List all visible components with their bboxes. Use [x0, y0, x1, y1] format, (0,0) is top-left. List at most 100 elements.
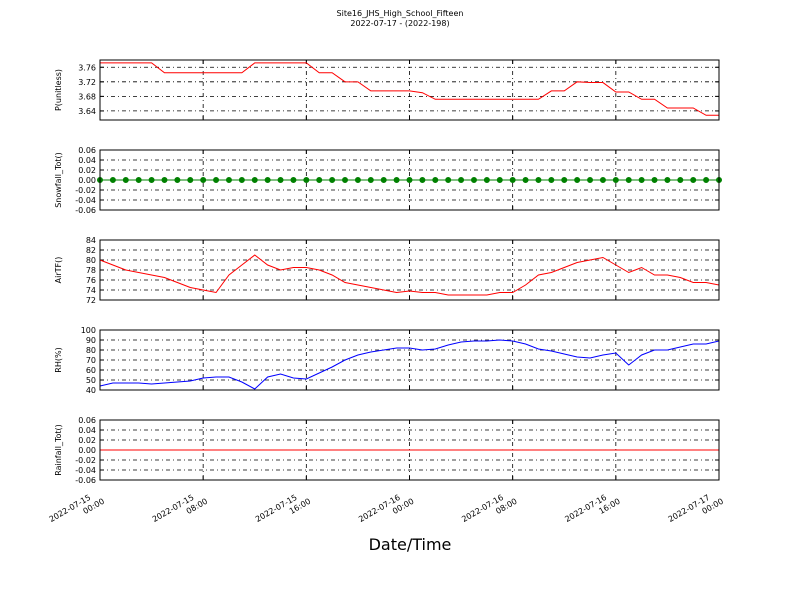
x-tick-label: 2022-07-1508:00 — [151, 488, 209, 533]
plot-frame — [99, 239, 720, 301]
data-point — [496, 177, 503, 183]
x-tick-label: 2022-07-1516:00 — [254, 488, 312, 533]
plot-frame — [99, 59, 720, 121]
y-tick-label: 82 — [86, 246, 96, 255]
y-tick-label: 70 — [86, 356, 96, 365]
y-tick-label: 78 — [86, 266, 96, 275]
data-line — [99, 339, 720, 390]
y-tick-label: 0.02 — [78, 166, 96, 175]
data-point — [419, 177, 426, 183]
y-tick-label: 60 — [86, 366, 96, 375]
y-tick-label: -0.02 — [75, 456, 96, 465]
data-point — [445, 177, 452, 183]
y-axis-label: Snowfall_Tot() — [54, 152, 63, 208]
data-point — [612, 177, 619, 183]
x-tick-label: 2022-07-1608:00 — [460, 488, 518, 533]
plot-frame — [99, 149, 720, 211]
y-tick-label: 0.00 — [78, 446, 96, 455]
y-tick-label: 0.04 — [78, 426, 96, 435]
data-point — [664, 177, 671, 183]
data-point — [303, 177, 310, 183]
data-point — [342, 177, 349, 183]
data-point — [432, 177, 439, 183]
data-point — [458, 177, 465, 183]
data-point — [380, 177, 387, 183]
data-point — [470, 177, 477, 183]
data-point — [329, 177, 336, 183]
y-tick-label: 50 — [86, 376, 96, 385]
x-tick-label: 2022-07-1600:00 — [357, 488, 415, 533]
data-point — [238, 177, 245, 183]
data-line — [100, 62, 719, 116]
y-tick-label: 72 — [86, 296, 96, 305]
y-tick-label: 0.04 — [78, 156, 96, 165]
y-tick-label: 3.64 — [78, 107, 96, 116]
data-point — [677, 177, 684, 183]
data-line — [99, 254, 720, 296]
y-tick-label: -0.04 — [75, 466, 96, 475]
data-point — [625, 177, 632, 183]
y-tick-label: 3.68 — [78, 92, 96, 101]
data-point — [200, 177, 207, 183]
y-tick-label: 74 — [86, 286, 96, 295]
data-point — [187, 177, 194, 183]
y-tick-label: 76 — [86, 276, 96, 285]
data-point — [574, 177, 581, 183]
data-point — [290, 177, 297, 183]
y-axis-label: AirTF() — [54, 257, 63, 284]
data-point — [509, 177, 516, 183]
data-point — [213, 177, 220, 183]
data-point — [587, 177, 594, 183]
data-point — [393, 177, 400, 183]
data-point — [161, 177, 168, 183]
y-tick-label: -0.04 — [75, 196, 96, 205]
y-axis-label: Rainfall_Tot() — [54, 424, 63, 476]
x-tick-label: 2022-07-1500:00 — [48, 488, 106, 533]
y-tick-label: -0.06 — [75, 476, 96, 485]
data-point — [599, 177, 606, 183]
plot-frame — [99, 419, 720, 481]
y-tick-label: -0.02 — [75, 186, 96, 195]
data-point — [109, 177, 116, 183]
data-point — [690, 177, 697, 183]
data-point — [277, 177, 284, 183]
y-tick-label: 3.76 — [78, 63, 96, 72]
data-point — [316, 177, 323, 183]
x-axis-label: Date/Time — [369, 535, 452, 554]
y-tick-label: 40 — [86, 386, 96, 395]
y-tick-label: 80 — [86, 346, 96, 355]
data-point — [561, 177, 568, 183]
data-point — [174, 177, 181, 183]
data-point — [225, 177, 232, 183]
y-tick-label: 90 — [86, 336, 96, 345]
y-tick-label: 0.00 — [78, 176, 96, 185]
data-point — [354, 177, 361, 183]
y-tick-label: 84 — [86, 236, 96, 245]
data-point — [548, 177, 555, 183]
chart-subtitle: 2022-07-17 - (2022-198) — [350, 19, 449, 28]
y-tick-label: 80 — [86, 256, 96, 265]
data-point — [535, 177, 542, 183]
data-point — [122, 177, 129, 183]
y-tick-label: 0.02 — [78, 436, 96, 445]
data-point — [135, 177, 142, 183]
data-point — [483, 177, 490, 183]
y-tick-label: 0.06 — [78, 146, 96, 155]
y-axis-label: P(unitless) — [54, 69, 63, 111]
data-point — [264, 177, 271, 183]
data-point — [148, 177, 155, 183]
chart-title: Site16_JHS_High_School_Fifteen — [337, 9, 464, 18]
data-point — [367, 177, 374, 183]
data-point — [703, 177, 710, 183]
x-tick-label: 2022-07-1700:00 — [667, 488, 725, 533]
data-point — [406, 177, 413, 183]
y-tick-label: -0.06 — [75, 206, 96, 215]
x-tick-label: 2022-07-1616:00 — [563, 488, 621, 533]
plot-frame — [99, 329, 720, 391]
data-point — [638, 177, 645, 183]
data-point — [522, 177, 529, 183]
y-tick-label: 0.06 — [78, 416, 96, 425]
data-point — [251, 177, 258, 183]
y-axis-label: RH(%) — [54, 347, 63, 372]
